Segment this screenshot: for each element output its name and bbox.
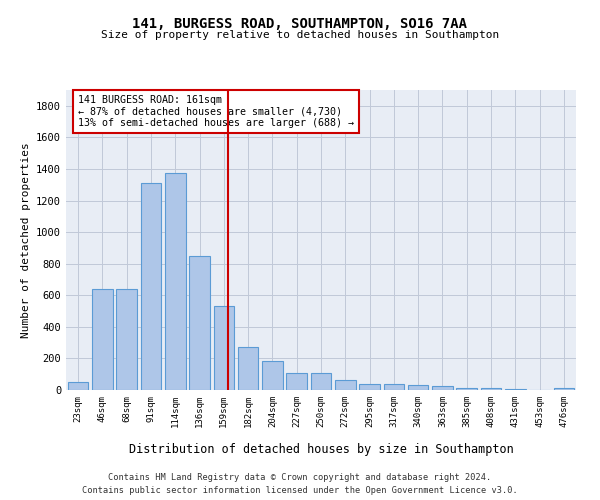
Bar [311, 374, 331, 390]
Bar [140, 183, 161, 390]
Bar [68, 382, 88, 390]
Bar [262, 361, 283, 390]
Bar [214, 306, 234, 390]
Bar [383, 384, 404, 390]
Text: Contains public sector information licensed under the Open Government Licence v3: Contains public sector information licen… [82, 486, 518, 495]
Bar [165, 173, 185, 390]
Text: 141 BURGESS ROAD: 161sqm
← 87% of detached houses are smaller (4,730)
13% of sem: 141 BURGESS ROAD: 161sqm ← 87% of detach… [78, 94, 354, 128]
Text: Contains HM Land Registry data © Crown copyright and database right 2024.: Contains HM Land Registry data © Crown c… [109, 472, 491, 482]
Bar [481, 388, 502, 390]
Bar [189, 256, 210, 390]
Text: 141, BURGESS ROAD, SOUTHAMPTON, SO16 7AA: 141, BURGESS ROAD, SOUTHAMPTON, SO16 7AA [133, 18, 467, 32]
Text: Size of property relative to detached houses in Southampton: Size of property relative to detached ho… [101, 30, 499, 40]
Bar [554, 388, 574, 390]
Bar [335, 380, 356, 390]
Bar [432, 386, 453, 390]
Bar [238, 346, 259, 390]
Y-axis label: Number of detached properties: Number of detached properties [20, 142, 31, 338]
Bar [457, 388, 477, 390]
Bar [116, 289, 137, 390]
Bar [286, 374, 307, 390]
Bar [359, 384, 380, 390]
Bar [408, 386, 428, 390]
Bar [505, 389, 526, 390]
Text: Distribution of detached houses by size in Southampton: Distribution of detached houses by size … [128, 442, 514, 456]
Bar [92, 289, 113, 390]
